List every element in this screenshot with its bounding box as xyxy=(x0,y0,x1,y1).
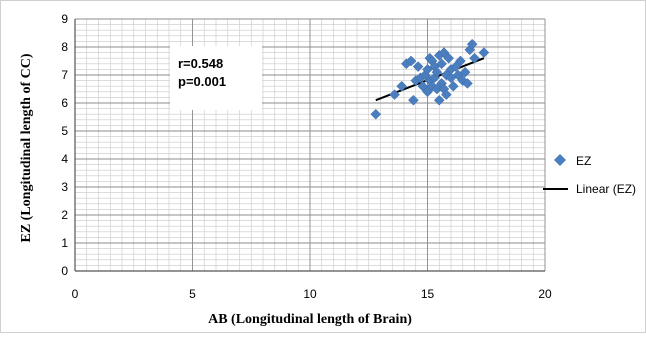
data-point xyxy=(408,94,419,106)
y-tick-label: 4 xyxy=(61,152,68,166)
y-tick-label: 7 xyxy=(61,68,68,82)
data-point xyxy=(459,66,471,78)
data-point xyxy=(370,108,382,120)
data-point xyxy=(405,55,417,67)
x-tick-label: 10 xyxy=(303,287,317,301)
y-tick-label: 8 xyxy=(61,40,68,54)
data-point xyxy=(447,80,459,92)
legend: EZ Linear (EZ) xyxy=(543,154,636,196)
data-point xyxy=(389,89,400,100)
y-tick-label: 1 xyxy=(61,236,68,250)
data-point xyxy=(433,94,445,106)
y-tick-labels: 0 1 2 3 4 5 6 7 8 9 xyxy=(61,12,68,278)
y-tick-label: 3 xyxy=(61,180,68,194)
y-tick-label: 0 xyxy=(61,264,68,278)
y-tick-label: 5 xyxy=(61,124,68,138)
y-axis-label: EZ (Longitudinal length of CC) xyxy=(19,53,34,242)
legend-item-linear: Linear (EZ) xyxy=(543,182,636,196)
data-point xyxy=(431,66,443,78)
data-point xyxy=(466,38,478,50)
data-point xyxy=(412,61,424,72)
y-tick-label: 2 xyxy=(61,208,68,222)
data-point xyxy=(478,47,490,58)
legend-marker-ez xyxy=(554,154,566,166)
data-point xyxy=(440,89,452,100)
x-tick-label: 5 xyxy=(189,287,196,301)
data-point xyxy=(436,58,447,70)
x-tick-label: 0 xyxy=(72,287,79,301)
x-tick-label: 20 xyxy=(538,287,552,301)
legend-label-ez: EZ xyxy=(576,154,591,168)
data-point xyxy=(443,52,455,64)
legend-item-ez: EZ xyxy=(554,154,591,168)
axes xyxy=(74,19,545,272)
x-axis-label: AB (Longitudinal length of Brain) xyxy=(208,312,412,327)
x-tick-label: 15 xyxy=(421,287,435,301)
legend-label-linear: Linear (EZ) xyxy=(576,182,636,196)
data-point xyxy=(396,80,408,92)
r-value-label: r=0.548 xyxy=(178,56,223,71)
data-points xyxy=(370,38,490,120)
data-point xyxy=(462,78,473,89)
stats-annotation: r=0.548 p=0.001 xyxy=(170,46,262,110)
stats-box xyxy=(170,46,262,110)
y-tick-label: 9 xyxy=(61,12,68,26)
y-tick-label: 6 xyxy=(61,96,68,110)
p-value-label: p=0.001 xyxy=(178,74,226,89)
x-tick-labels: 0 5 10 15 20 xyxy=(72,287,552,301)
data-point xyxy=(455,55,466,67)
data-point xyxy=(469,52,480,64)
